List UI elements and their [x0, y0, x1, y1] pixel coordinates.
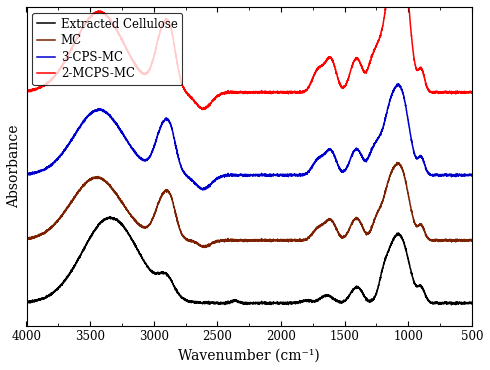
Extracted Cellulose — [449, 303, 455, 307]
Extracted Cellulose — [122, 226, 128, 231]
2-MCPS-MC — [127, 53, 133, 57]
2-MCPS-MC — [224, 90, 230, 95]
MC — [469, 238, 475, 242]
3-CPS-MC — [466, 173, 472, 178]
3-CPS-MC — [188, 176, 194, 181]
3-CPS-MC — [98, 107, 104, 112]
3-CPS-MC — [469, 173, 475, 177]
Line: 3-CPS-MC: 3-CPS-MC — [26, 84, 472, 190]
Extracted Cellulose — [224, 301, 230, 305]
Line: MC: MC — [26, 162, 472, 248]
Extracted Cellulose — [107, 215, 113, 219]
MC — [466, 238, 472, 243]
Extracted Cellulose — [24, 299, 29, 303]
Line: 2-MCPS-MC: 2-MCPS-MC — [26, 0, 472, 110]
3-CPS-MC — [200, 188, 206, 192]
Line: Extracted Cellulose: Extracted Cellulose — [26, 217, 472, 305]
3-CPS-MC — [122, 135, 127, 139]
3-CPS-MC — [224, 173, 230, 178]
2-MCPS-MC — [466, 90, 472, 95]
Legend: Extracted Cellulose, MC, 3-CPS-MC, 2-MCPS-MC: Extracted Cellulose, MC, 3-CPS-MC, 2-MCP… — [32, 13, 182, 85]
MC — [127, 211, 133, 216]
Extracted Cellulose — [98, 220, 104, 224]
MC — [224, 238, 230, 243]
MC — [394, 160, 400, 165]
MC — [188, 238, 194, 242]
2-MCPS-MC — [200, 107, 206, 112]
2-MCPS-MC — [98, 9, 104, 14]
2-MCPS-MC — [469, 90, 475, 94]
MC — [122, 204, 127, 209]
Extracted Cellulose — [188, 299, 194, 304]
3-CPS-MC — [127, 142, 133, 147]
Y-axis label: Absorbance: Absorbance — [7, 125, 21, 208]
2-MCPS-MC — [24, 88, 29, 92]
MC — [24, 236, 29, 240]
3-CPS-MC — [394, 82, 400, 86]
Extracted Cellulose — [469, 301, 475, 305]
Extracted Cellulose — [127, 234, 133, 238]
Extracted Cellulose — [466, 301, 472, 305]
2-MCPS-MC — [188, 94, 194, 99]
3-CPS-MC — [24, 171, 29, 175]
2-MCPS-MC — [122, 43, 127, 47]
X-axis label: Wavenumber (cm⁻¹): Wavenumber (cm⁻¹) — [178, 349, 320, 363]
MC — [98, 176, 104, 180]
MC — [202, 245, 208, 250]
